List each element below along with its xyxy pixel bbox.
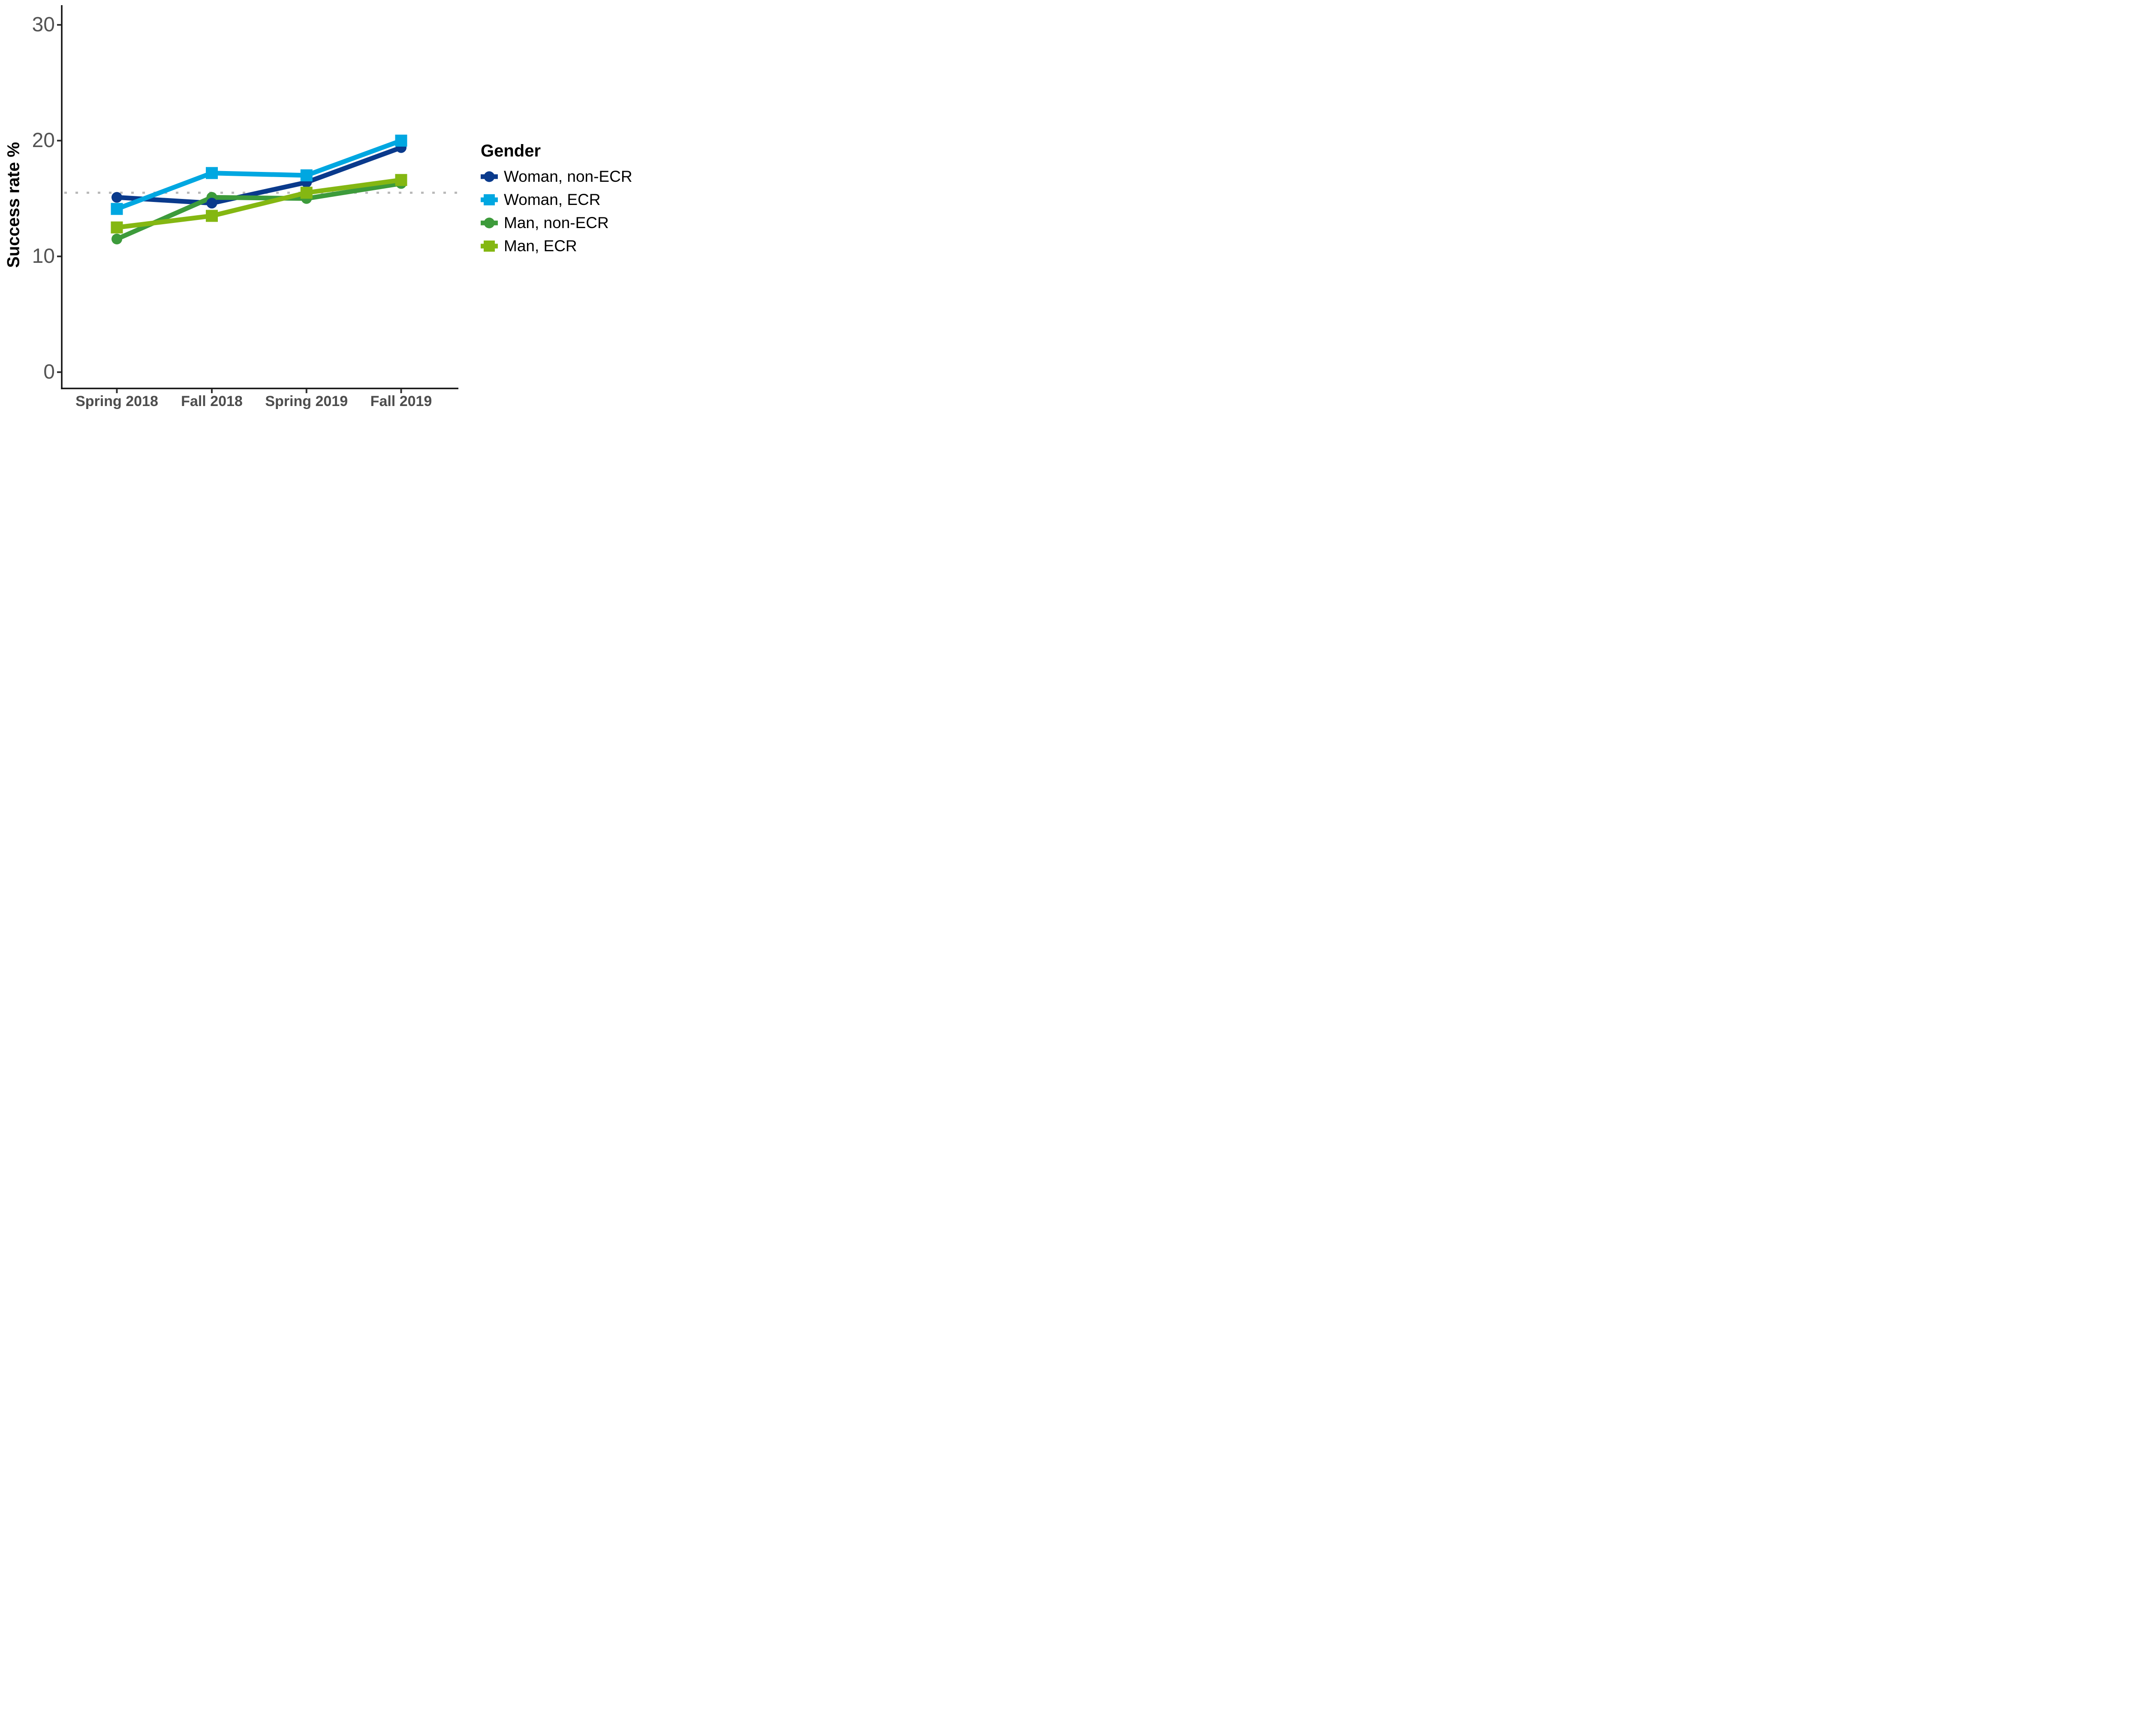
series-line-woman-non-ecr (117, 145, 402, 206)
legend-item-man-non-ecr: Man, non-ECR (481, 211, 632, 235)
marker-man-ecr-fall-2018 (206, 210, 218, 222)
y-tick-label-30: 30 (32, 13, 55, 36)
legend-key-woman-non-ecr (481, 171, 498, 183)
series-line-woman-ecr (116, 138, 402, 211)
marker-woman-non-ecr-fall-2018 (206, 198, 217, 209)
square-marker-icon (484, 241, 495, 252)
marker-man-ecr-fall-2019 (395, 174, 407, 186)
circle-marker-icon (484, 217, 495, 229)
legend-label-woman-ecr: Woman, ECR (504, 191, 601, 208)
legend-item-man-ecr: Man, ECR (481, 235, 632, 258)
legend-item-woman-non-ecr: Woman, non-ECR (481, 165, 632, 188)
legend-items: Woman, non-ECR Woman, ECR Man, non-ECR M… (481, 165, 632, 258)
legend-key-glyph-man-ecr (481, 241, 498, 252)
x-tick-label-spring-2019: Spring 2019 (265, 393, 348, 409)
legend-key-woman-ecr (481, 194, 498, 206)
x-tick-label-fall-2018: Fall 2018 (181, 393, 243, 409)
y-tick-label-10: 10 (32, 245, 55, 268)
x-tick-label-spring-2018: Spring 2018 (75, 393, 158, 409)
marker-man-ecr-spring-2019 (300, 187, 313, 199)
legend-key-glyph-man-non-ecr (481, 217, 498, 229)
legend-key-glyph-woman-ecr (481, 194, 498, 205)
legend-title: Gender (481, 141, 541, 160)
legend-key-man-ecr (481, 240, 498, 252)
marker-woman-ecr-spring-2018 (111, 203, 123, 215)
marker-man-non-ecr-spring-2018 (111, 234, 122, 244)
marker-woman-ecr-fall-2019 (395, 135, 407, 147)
y-tick-label-20: 20 (32, 129, 55, 152)
legend: Gender Woman, non-ECR Woman, ECR Man, no… (481, 141, 632, 258)
x-tick-label-fall-2019: Fall 2019 (370, 393, 432, 409)
series-line-man-non-ecr (116, 181, 402, 241)
marker-woman-ecr-spring-2019 (300, 169, 313, 181)
legend-label-man-ecr: Man, ECR (504, 237, 577, 255)
legend-label-woman-non-ecr: Woman, non-ECR (504, 168, 632, 185)
legend-label-man-non-ecr: Man, non-ECR (504, 214, 609, 232)
y-tick-label-0: 0 (43, 361, 55, 383)
series-line-man-ecr (116, 178, 402, 230)
marker-woman-ecr-fall-2018 (206, 167, 218, 179)
legend-key-man-non-ecr (481, 217, 498, 229)
legend-item-woman-ecr: Woman, ECR (481, 188, 632, 211)
legend-key-glyph-woman-non-ecr (481, 171, 498, 182)
circle-marker-icon (484, 171, 495, 182)
square-marker-icon (484, 194, 495, 205)
plot-canvas (57, 5, 458, 393)
marker-man-ecr-spring-2018 (111, 221, 123, 234)
marker-woman-non-ecr-spring-2018 (111, 192, 122, 203)
